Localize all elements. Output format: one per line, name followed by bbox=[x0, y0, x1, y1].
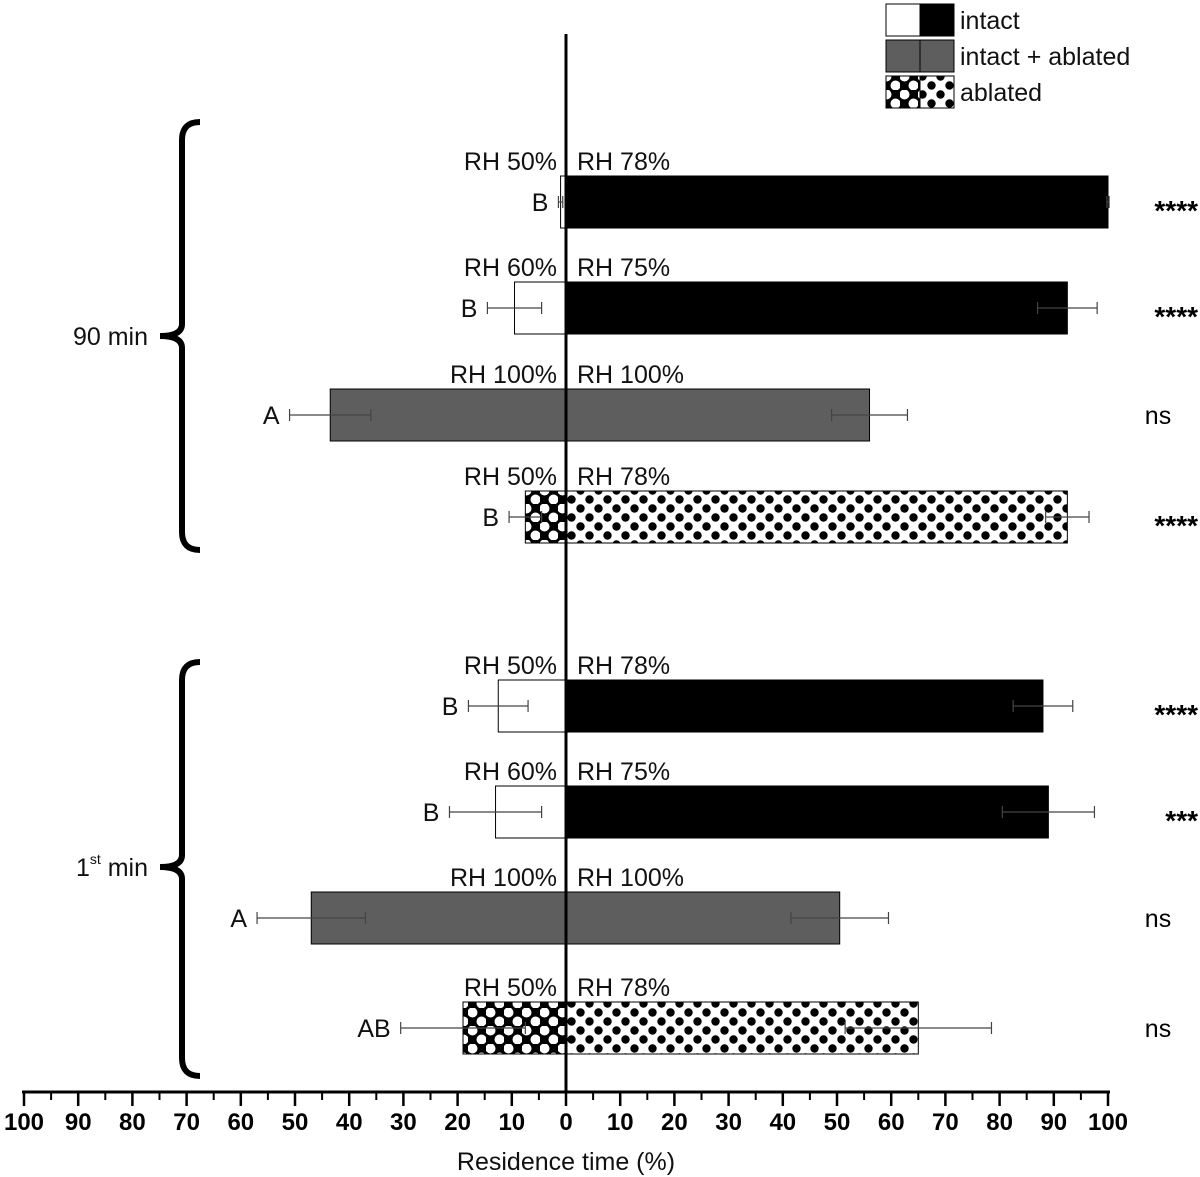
group-0-row-2-right-error-bar bbox=[830, 409, 909, 421]
group-1-row-0-significance: **** bbox=[1154, 699, 1198, 730]
x-axis-title: Residence time (%) bbox=[457, 1148, 675, 1176]
x-tick-label-11: 10 bbox=[607, 1109, 634, 1136]
group-0-row-0-letter: B bbox=[532, 189, 549, 217]
group-0-row-2-left-rh-label: RH 100% bbox=[450, 361, 557, 389]
group-1-row-3-letter: AB bbox=[357, 1015, 390, 1043]
group-0-row-1-significance: **** bbox=[1154, 301, 1198, 332]
x-tick-label-1: 90 bbox=[65, 1109, 92, 1136]
group-1-row-1-right-rh-label: RH 75% bbox=[577, 758, 670, 786]
x-tick-label-7: 30 bbox=[390, 1109, 417, 1136]
group-0-row-1-right-rh-label: RH 75% bbox=[577, 254, 670, 282]
group-1-row-2-right-error-bar bbox=[790, 912, 890, 924]
group-0-row-0-right-error-bar bbox=[1106, 196, 1110, 208]
legend-label-ablated: ablated bbox=[960, 79, 1042, 107]
group-1-row-2-letter: A bbox=[230, 905, 247, 933]
legend-swatch-intact-right bbox=[919, 3, 955, 37]
group-1-row-2-left-rh-label: RH 100% bbox=[450, 864, 557, 892]
group-1-row-0-left-rh-label: RH 50% bbox=[464, 652, 557, 680]
group-1-row-3-significance: ns bbox=[1145, 1015, 1171, 1043]
legend-label-intact: intact bbox=[960, 7, 1020, 35]
group-1-row-3-left-error-bar bbox=[400, 1022, 526, 1034]
x-tick-label-17: 70 bbox=[932, 1109, 959, 1136]
legend-label-intact_ablated: intact + ablated bbox=[960, 43, 1130, 71]
group-1-row-1-left-error-bar bbox=[448, 806, 543, 818]
x-tick-label-4: 60 bbox=[227, 1109, 254, 1136]
x-tick-label-15: 50 bbox=[824, 1109, 851, 1136]
group-1-row-1-right-bar bbox=[565, 785, 1049, 839]
group-1-row-3-right-rh-label: RH 78% bbox=[577, 974, 670, 1002]
x-tick-label-0: 100 bbox=[4, 1109, 44, 1136]
group-0-row-3-right-rh-label: RH 78% bbox=[577, 463, 670, 491]
group-0-row-1-left-rh-label: RH 60% bbox=[464, 254, 557, 282]
group-1-row-1-left-rh-label: RH 60% bbox=[464, 758, 557, 786]
group-0-row-1-right-bar bbox=[565, 281, 1068, 335]
group-0-row-0-right-bar bbox=[565, 175, 1109, 229]
group-0-row-0-left-rh-label: RH 50% bbox=[464, 148, 557, 176]
group-1-row-2-left-error-bar bbox=[256, 912, 367, 924]
x-tick-label-19: 90 bbox=[1040, 1109, 1067, 1136]
group-0-row-1-left-error-bar bbox=[486, 302, 543, 314]
legend-swatch-intact_ablated-left bbox=[885, 39, 921, 73]
x-tick-label-5: 50 bbox=[282, 1109, 309, 1136]
group-1-row-0-letter: B bbox=[442, 693, 459, 721]
group-0-row-1-letter: B bbox=[461, 295, 478, 323]
group-0-row-2-left-bar bbox=[329, 388, 567, 442]
group-0-row-3-left-rh-label: RH 50% bbox=[464, 463, 557, 491]
group-1-row-3-left-rh-label: RH 50% bbox=[464, 974, 557, 1002]
group-1-row-3-right-error-bar bbox=[844, 1022, 993, 1034]
legend-swatch-intact_ablated-right bbox=[919, 39, 955, 73]
group-1-row-0-right-error-bar bbox=[1012, 700, 1074, 712]
group-1-row-2-right-rh-label: RH 100% bbox=[577, 864, 684, 892]
group-0-row-3-right-bar bbox=[565, 490, 1068, 544]
x-tick-label-20: 100 bbox=[1088, 1109, 1128, 1136]
group-1-label: 1st min bbox=[76, 851, 148, 882]
group-0-row-3-significance: **** bbox=[1154, 510, 1198, 541]
group-1-row-0-left-error-bar bbox=[467, 700, 529, 712]
legend-swatch-ablated-right bbox=[919, 75, 955, 109]
x-tick-label-16: 60 bbox=[878, 1109, 905, 1136]
group-0-row-0-significance: **** bbox=[1154, 195, 1198, 226]
x-tick-label-14: 40 bbox=[769, 1109, 796, 1136]
x-tick-label-10: 0 bbox=[559, 1109, 572, 1136]
group-1-row-1-right-error-bar bbox=[1001, 806, 1096, 818]
group-1-row-0-right-rh-label: RH 78% bbox=[577, 652, 670, 680]
group-0-row-1-right-error-bar bbox=[1036, 302, 1098, 314]
group-0-row-3-letter: B bbox=[482, 504, 499, 532]
group-0-row-2-left-error-bar bbox=[288, 409, 372, 421]
x-tick-label-3: 70 bbox=[173, 1109, 200, 1136]
group-1-row-2-significance: ns bbox=[1145, 905, 1171, 933]
group-0-row-2-right-bar bbox=[565, 388, 871, 442]
group-0-row-2-right-rh-label: RH 100% bbox=[577, 361, 684, 389]
group-0-row-2-letter: A bbox=[263, 402, 280, 430]
x-tick-label-6: 40 bbox=[336, 1109, 363, 1136]
legend-swatch-ablated-left bbox=[885, 75, 921, 109]
x-tick-label-9: 10 bbox=[498, 1109, 525, 1136]
group-0-row-2-significance: ns bbox=[1145, 402, 1171, 430]
x-tick-label-13: 30 bbox=[715, 1109, 742, 1136]
group-0-label: 90 min bbox=[73, 323, 148, 351]
group-1-row-1-significance: *** bbox=[1165, 805, 1198, 836]
legend-swatch-intact-left bbox=[885, 3, 921, 37]
group-1-bracket bbox=[159, 659, 201, 1079]
group-0-row-3-right-error-bar bbox=[1045, 511, 1090, 523]
x-tick-label-8: 20 bbox=[444, 1109, 471, 1136]
group-0-row-0-right-rh-label: RH 78% bbox=[577, 148, 670, 176]
x-tick-label-2: 80 bbox=[119, 1109, 146, 1136]
group-1-row-0-right-bar bbox=[565, 679, 1044, 733]
group-1-row-1-letter: B bbox=[423, 799, 440, 827]
group-0-row-0-left-error-bar bbox=[557, 196, 564, 208]
x-tick-label-18: 80 bbox=[986, 1109, 1013, 1136]
group-0-row-3-left-error-bar bbox=[508, 511, 543, 523]
group-0-bracket bbox=[159, 119, 201, 553]
x-tick-label-12: 20 bbox=[661, 1109, 688, 1136]
